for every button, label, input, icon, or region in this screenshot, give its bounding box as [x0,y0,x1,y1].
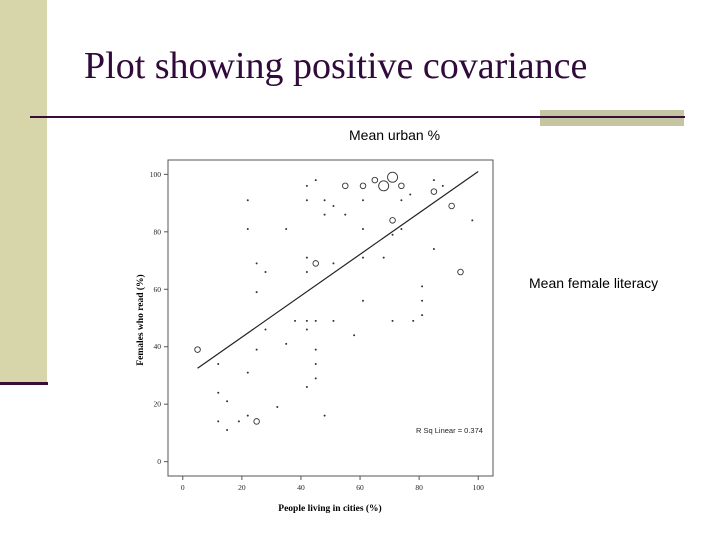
y-tick-label: 100 [150,170,162,179]
data-point [305,385,308,388]
data-point [285,342,288,345]
data-point [194,346,201,353]
data-point [421,314,424,317]
data-point [237,420,240,423]
r-squared-annotation: R Sq Linear = 0.374 [416,426,483,435]
data-point [314,319,317,322]
data-point [391,233,394,236]
data-point [387,171,398,183]
data-point [305,319,308,322]
x-axis-label: People living in cities (%) [278,503,381,514]
rule-accent-block [540,110,684,126]
data-point [353,334,356,337]
data-point [409,193,412,196]
data-point [342,182,349,190]
data-point [382,256,385,259]
data-point [344,213,347,216]
data-point [246,414,249,417]
data-point [432,248,435,251]
data-point [362,299,364,302]
data-point [378,180,390,192]
data-point [359,182,367,190]
left-accent-rule [0,382,48,385]
data-point [421,299,424,302]
data-point [255,262,258,265]
data-point [448,202,455,210]
data-point [332,262,335,265]
x-tick-label: 20 [238,483,246,492]
data-point [332,204,335,207]
left-accent-bar [0,0,47,385]
x-tick-label: 100 [473,483,485,492]
y-tick-label: 60 [154,285,162,294]
data-point [226,429,229,432]
data-point [255,291,258,294]
data-point [371,176,379,184]
data-point [441,184,444,187]
data-point [246,199,249,202]
data-point [323,213,326,216]
data-point [471,219,474,222]
caption-top: Mean urban % [349,127,441,143]
data-point [398,182,405,190]
data-point [253,418,260,425]
data-point [305,328,308,331]
rule-accent-line [540,116,684,118]
data-point [305,271,308,274]
data-point [305,199,308,202]
y-axis-label: Females who read (%) [135,274,146,365]
data-point [276,406,279,409]
data-point [285,227,288,230]
data-point [389,217,396,224]
data-point [323,199,326,202]
data-point [246,227,249,230]
y-tick-label: 0 [157,457,161,466]
data-point [400,199,403,202]
data-point [314,348,317,351]
data-point [246,371,249,374]
data-point [314,179,317,182]
data-point [305,256,308,259]
caption-right: Mean female literacy [529,275,659,291]
data-point [400,227,403,230]
data-point [264,328,267,331]
x-tick-label: 60 [356,483,364,492]
data-point [255,348,258,351]
data-point [323,414,326,417]
x-tick-label: 80 [415,483,423,492]
data-point [217,362,220,365]
fit-line [197,170,479,369]
y-tick-label: 20 [154,400,162,409]
scatter-chart-svg: 0 20 40 60 80 100 0 20 40 60 80 100 R Sq Linear = … [135,159,494,514]
data-point [314,362,317,365]
slide-title: Plot showing positive covariance [84,45,588,87]
data-point [412,319,415,322]
data-point [294,319,297,322]
data-point [264,271,267,274]
data-point [421,285,424,288]
scatter-chart: 0 20 40 60 80 100 0 20 40 60 80 100 R Sq Linear = … [126,150,502,524]
x-tick-label: 0 [181,483,185,492]
y-tick-label: 80 [154,227,162,236]
data-point [362,227,364,230]
data-point [314,377,317,380]
data-point [430,188,438,195]
data-point [226,400,229,403]
data-point [432,179,435,182]
y-tick-label: 40 [154,342,162,351]
data-point [217,420,220,423]
data-point [305,184,308,187]
data-point [362,256,364,259]
data-point [312,260,319,267]
data-point [362,199,364,202]
data-point [332,319,335,322]
data-point [457,268,464,276]
data-point [391,319,394,322]
x-tick-label: 40 [297,483,305,492]
title-rule [30,116,685,118]
plot-frame [167,159,494,477]
data-point [217,391,220,394]
